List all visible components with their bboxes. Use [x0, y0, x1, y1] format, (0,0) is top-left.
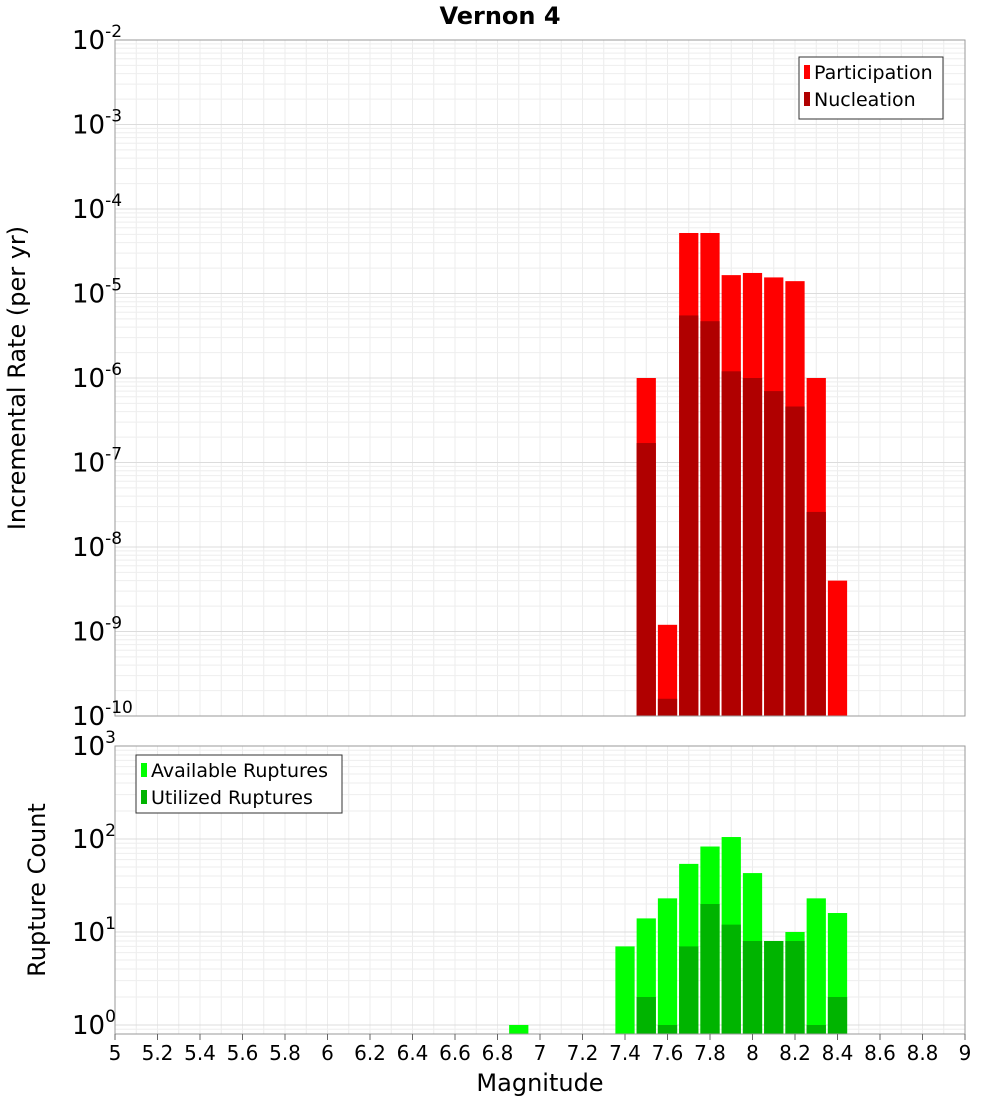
y-axis-label: Rupture Count	[23, 803, 51, 977]
y-tick-label: 100	[72, 1007, 116, 1041]
bar	[827, 580, 848, 716]
bar	[764, 391, 784, 716]
y-tick-label: 10-5	[72, 276, 122, 310]
bar	[764, 941, 784, 1034]
bar	[657, 898, 678, 1034]
bar	[657, 698, 678, 716]
x-tick-label: 8.8	[907, 1041, 939, 1065]
plot-frame	[114, 39, 966, 717]
legend: Available Ruptures Utilized Ruptures	[135, 754, 343, 814]
x-tick-label: 8.4	[822, 1041, 854, 1065]
x-tick-label: 6.4	[397, 1041, 429, 1065]
bar	[615, 946, 635, 1034]
x-tick-label: 9	[959, 1041, 972, 1065]
x-tick-label: 5.8	[269, 1041, 301, 1065]
x-tick-label: 6.8	[482, 1041, 514, 1065]
x-tick-label: 7	[534, 1041, 547, 1065]
x-tick-label: 6.6	[439, 1041, 471, 1065]
x-tick-label: 7.2	[567, 1041, 599, 1065]
legend-label: Nucleation	[814, 89, 916, 111]
bar	[679, 315, 699, 716]
y-tick-label: 10-10	[72, 698, 133, 732]
legend-box	[798, 56, 944, 120]
grid	[114, 39, 966, 717]
x-tick-label: 7.6	[652, 1041, 684, 1065]
x-tick-label: 8.6	[864, 1041, 896, 1065]
y-tick-label: 10-9	[72, 614, 122, 648]
legend-box	[135, 754, 343, 814]
legend-label: Utilized Ruptures	[151, 787, 313, 809]
y-tick-label: 103	[72, 728, 116, 762]
bar	[636, 443, 656, 716]
legend-swatch	[804, 65, 810, 79]
y-tick-label: 10-3	[72, 107, 122, 141]
y-tick-label: 10-8	[72, 529, 122, 563]
bar	[657, 1024, 678, 1034]
bar	[700, 321, 720, 716]
bar	[742, 941, 763, 1034]
y-tick-label: 10-2	[72, 22, 122, 56]
x-tick-label: 6.2	[354, 1041, 386, 1065]
bar	[636, 996, 656, 1034]
series-utilized-ruptures	[636, 903, 848, 1034]
x-tick-label: 7.4	[609, 1041, 641, 1065]
x-tick-label: 5.2	[142, 1041, 174, 1065]
legend-swatch	[141, 763, 147, 777]
x-tick-label: 7.8	[694, 1041, 726, 1065]
x-tick-label: 5.6	[227, 1041, 259, 1065]
legend-swatch	[804, 92, 810, 106]
bar	[700, 903, 720, 1034]
bar	[742, 378, 763, 716]
bar	[679, 946, 699, 1034]
x-tick-label: 8.2	[779, 1041, 811, 1065]
y-tick-label: 101	[72, 914, 116, 948]
legend-label: Participation	[814, 62, 933, 84]
panel-0: 10-10 10-9 10-8 10-7 10-6 10-5 10-4 10-3 10-2 Inc…	[3, 22, 966, 732]
x-axis-label: Magnitude	[476, 1069, 603, 1097]
y-tick-label: 10-7	[72, 445, 122, 479]
bar	[806, 1024, 826, 1034]
y-tick-label: 10-6	[72, 360, 122, 394]
bar	[721, 371, 741, 716]
bar	[721, 924, 741, 1034]
x-tick-label: 5.4	[184, 1041, 216, 1065]
bar	[785, 406, 805, 716]
bar	[827, 996, 848, 1034]
chart-title: Vernon 4	[439, 2, 560, 30]
bar	[509, 1024, 529, 1034]
y-axis-label: Incremental Rate (per yr)	[3, 226, 31, 530]
legend-label: Available Ruptures	[151, 760, 328, 782]
legend: Participation Nucleation	[798, 56, 944, 120]
bar	[785, 941, 805, 1034]
x-tick-label: 6	[321, 1041, 334, 1065]
bar	[657, 624, 678, 716]
x-tick-label: 8	[746, 1041, 759, 1065]
bar	[806, 898, 826, 1034]
y-tick-label: 102	[72, 821, 116, 855]
bar	[806, 511, 826, 716]
y-tick-label: 10-4	[72, 191, 122, 225]
x-tick-label: 5	[109, 1041, 122, 1065]
legend-swatch	[141, 790, 147, 804]
series-nucleation	[636, 315, 826, 716]
